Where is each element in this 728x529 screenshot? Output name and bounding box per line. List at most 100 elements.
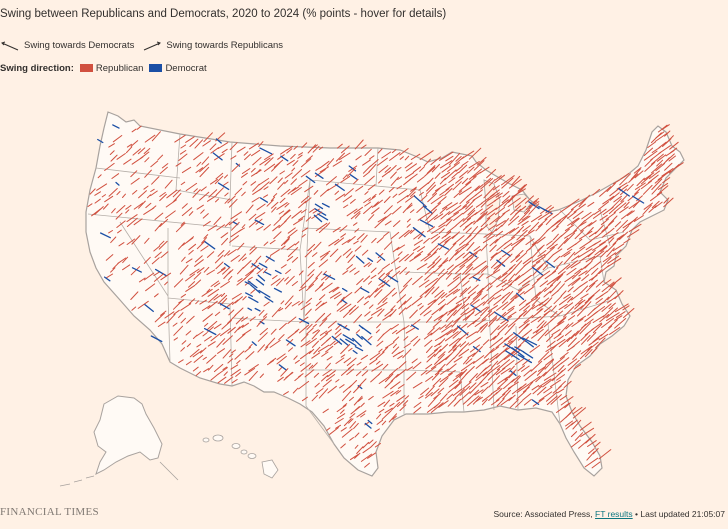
- swing-arrow-republican[interactable]: [405, 304, 412, 310]
- swing-arrow-republican[interactable]: [598, 449, 612, 460]
- swing-arrow-republican[interactable]: [376, 360, 381, 365]
- swing-arrow-republican[interactable]: [571, 318, 584, 327]
- swing-arrow-republican[interactable]: [489, 293, 497, 300]
- swing-arrow-republican[interactable]: [384, 407, 393, 414]
- swing-arrow-republican[interactable]: [235, 316, 244, 325]
- swing-arrow-democrat[interactable]: [273, 287, 283, 293]
- swing-arrow-republican[interactable]: [368, 304, 374, 309]
- swing-arrow-republican[interactable]: [210, 147, 220, 154]
- swing-arrow-republican[interactable]: [502, 191, 510, 198]
- swing-arrow-democrat[interactable]: [505, 350, 520, 361]
- swing-arrow-republican[interactable]: [398, 253, 409, 263]
- swing-arrow-republican[interactable]: [279, 197, 286, 204]
- swing-arrow-republican[interactable]: [185, 273, 196, 282]
- swing-arrow-republican[interactable]: [518, 383, 527, 391]
- swing-arrow-republican[interactable]: [396, 395, 406, 402]
- swing-arrow-republican[interactable]: [294, 375, 302, 382]
- swing-arrow-republican[interactable]: [378, 376, 390, 384]
- swing-arrow-republican[interactable]: [181, 166, 192, 174]
- swing-arrow-republican[interactable]: [241, 316, 248, 322]
- swing-arrow-republican[interactable]: [489, 353, 499, 360]
- swing-arrow-democrat[interactable]: [219, 303, 230, 310]
- swing-arrow-republican[interactable]: [656, 185, 669, 196]
- swing-arrow-republican[interactable]: [459, 341, 467, 348]
- swing-arrow-republican[interactable]: [399, 284, 408, 294]
- swing-arrow-republican[interactable]: [489, 337, 503, 348]
- swing-arrow-republican[interactable]: [204, 322, 209, 327]
- swing-arrow-republican[interactable]: [412, 166, 422, 173]
- swing-arrow-republican[interactable]: [237, 266, 244, 275]
- swing-arrow-republican[interactable]: [479, 166, 490, 174]
- swing-arrow-republican[interactable]: [488, 179, 496, 187]
- swing-arrow-republican[interactable]: [357, 233, 365, 241]
- swing-arrow-republican[interactable]: [495, 224, 503, 232]
- swing-arrow-republican[interactable]: [508, 394, 516, 402]
- swing-arrow-republican[interactable]: [564, 274, 575, 283]
- swing-arrow-republican[interactable]: [448, 152, 461, 166]
- swing-arrow-republican[interactable]: [619, 231, 629, 240]
- swing-arrow-republican[interactable]: [153, 273, 165, 282]
- swing-arrow-republican[interactable]: [585, 282, 596, 293]
- swing-arrow-republican[interactable]: [159, 218, 169, 227]
- swing-arrow-republican[interactable]: [459, 256, 473, 268]
- swing-arrow-republican[interactable]: [220, 232, 229, 239]
- swing-arrow-republican[interactable]: [465, 331, 477, 339]
- swing-arrow-republican[interactable]: [466, 212, 478, 221]
- swing-arrow-republican[interactable]: [574, 298, 583, 307]
- swing-arrow-republican[interactable]: [550, 311, 558, 319]
- swing-arrow-republican[interactable]: [347, 236, 356, 243]
- swing-arrow-republican[interactable]: [497, 324, 509, 335]
- swing-arrow-republican[interactable]: [207, 300, 218, 310]
- swing-arrow-republican[interactable]: [130, 140, 139, 147]
- swing-arrow-republican[interactable]: [481, 398, 488, 406]
- swing-arrow-republican[interactable]: [544, 326, 556, 337]
- swing-arrow-republican[interactable]: [221, 320, 232, 330]
- swing-arrow-republican[interactable]: [628, 223, 642, 233]
- swing-arrow-republican[interactable]: [411, 358, 418, 364]
- swing-arrow-republican[interactable]: [588, 231, 597, 238]
- swing-arrow-republican[interactable]: [178, 153, 188, 161]
- swing-arrow-republican[interactable]: [501, 271, 513, 282]
- swing-arrow-republican[interactable]: [389, 402, 395, 407]
- swing-arrow-democrat[interactable]: [361, 326, 372, 335]
- swing-arrow-republican[interactable]: [662, 138, 672, 147]
- swing-arrow-republican[interactable]: [271, 306, 282, 318]
- swing-arrow-republican[interactable]: [557, 213, 570, 222]
- swing-arrow-republican[interactable]: [368, 395, 374, 401]
- swing-arrow-republican[interactable]: [647, 141, 656, 148]
- swing-arrow-republican[interactable]: [473, 246, 481, 252]
- swing-arrow-democrat[interactable]: [359, 287, 370, 294]
- swing-arrow-republican[interactable]: [298, 300, 304, 306]
- swing-arrow-republican[interactable]: [405, 163, 417, 172]
- swing-arrow-republican[interactable]: [522, 386, 530, 393]
- swing-arrow-republican[interactable]: [250, 289, 256, 294]
- swing-arrow-republican[interactable]: [283, 238, 290, 245]
- swing-arrow-republican[interactable]: [574, 230, 584, 240]
- swing-arrow-republican[interactable]: [427, 349, 438, 358]
- swing-arrow-republican[interactable]: [521, 220, 529, 226]
- swing-arrow-republican[interactable]: [564, 330, 572, 336]
- swing-arrow-republican[interactable]: [195, 371, 202, 376]
- swing-arrow-republican[interactable]: [110, 154, 118, 162]
- swing-arrow-republican[interactable]: [298, 152, 303, 156]
- swing-arrow-republican[interactable]: [412, 275, 423, 286]
- swing-arrow-republican[interactable]: [311, 211, 323, 219]
- swing-arrow-republican[interactable]: [591, 347, 598, 354]
- swing-arrow-democrat[interactable]: [341, 287, 348, 292]
- swing-arrow-republican[interactable]: [654, 174, 666, 184]
- swing-arrow-republican[interactable]: [188, 298, 196, 305]
- swing-arrow-republican[interactable]: [126, 214, 138, 223]
- swing-arrow-republican[interactable]: [339, 303, 352, 312]
- swing-arrow-republican[interactable]: [224, 174, 228, 179]
- swing-arrow-republican[interactable]: [410, 336, 419, 343]
- swing-arrow-republican[interactable]: [467, 395, 480, 407]
- swing-arrow-republican[interactable]: [378, 280, 386, 286]
- swing-arrow-republican[interactable]: [165, 199, 177, 208]
- swing-arrow-republican[interactable]: [612, 235, 623, 246]
- swing-arrow-republican[interactable]: [523, 305, 531, 312]
- swing-arrow-republican[interactable]: [378, 165, 389, 174]
- swing-arrow-republican[interactable]: [607, 257, 622, 268]
- swing-arrow-republican[interactable]: [255, 255, 262, 262]
- swing-arrow-republican[interactable]: [335, 357, 345, 364]
- swing-arrow-republican[interactable]: [558, 295, 572, 306]
